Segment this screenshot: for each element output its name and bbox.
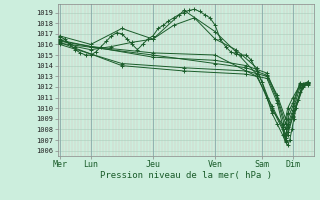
X-axis label: Pression niveau de la mer( hPa ): Pression niveau de la mer( hPa ) <box>100 171 272 180</box>
